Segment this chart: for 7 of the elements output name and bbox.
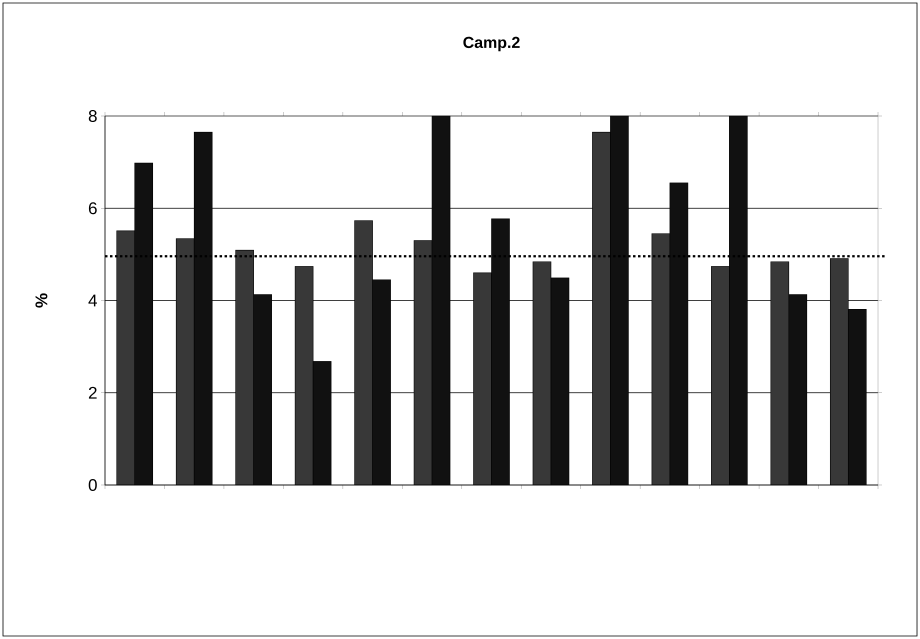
y-tick-label: 6 xyxy=(88,202,97,214)
y-axis-title: % xyxy=(35,293,48,308)
y-tick-label: 8 xyxy=(88,110,97,122)
y-tick-label: 2 xyxy=(88,386,97,399)
chart-title: Camp.2 xyxy=(463,36,520,52)
y-tick-label: 4 xyxy=(88,294,97,306)
y-tick-label: 0 xyxy=(88,479,97,491)
